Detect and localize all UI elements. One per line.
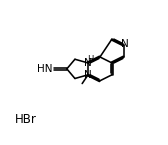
Text: N: N [121, 39, 129, 49]
Text: HN: HN [37, 64, 52, 74]
Text: N: N [84, 70, 92, 80]
Text: HBr: HBr [15, 113, 37, 126]
Text: N: N [84, 58, 92, 68]
Text: H: H [87, 55, 93, 64]
